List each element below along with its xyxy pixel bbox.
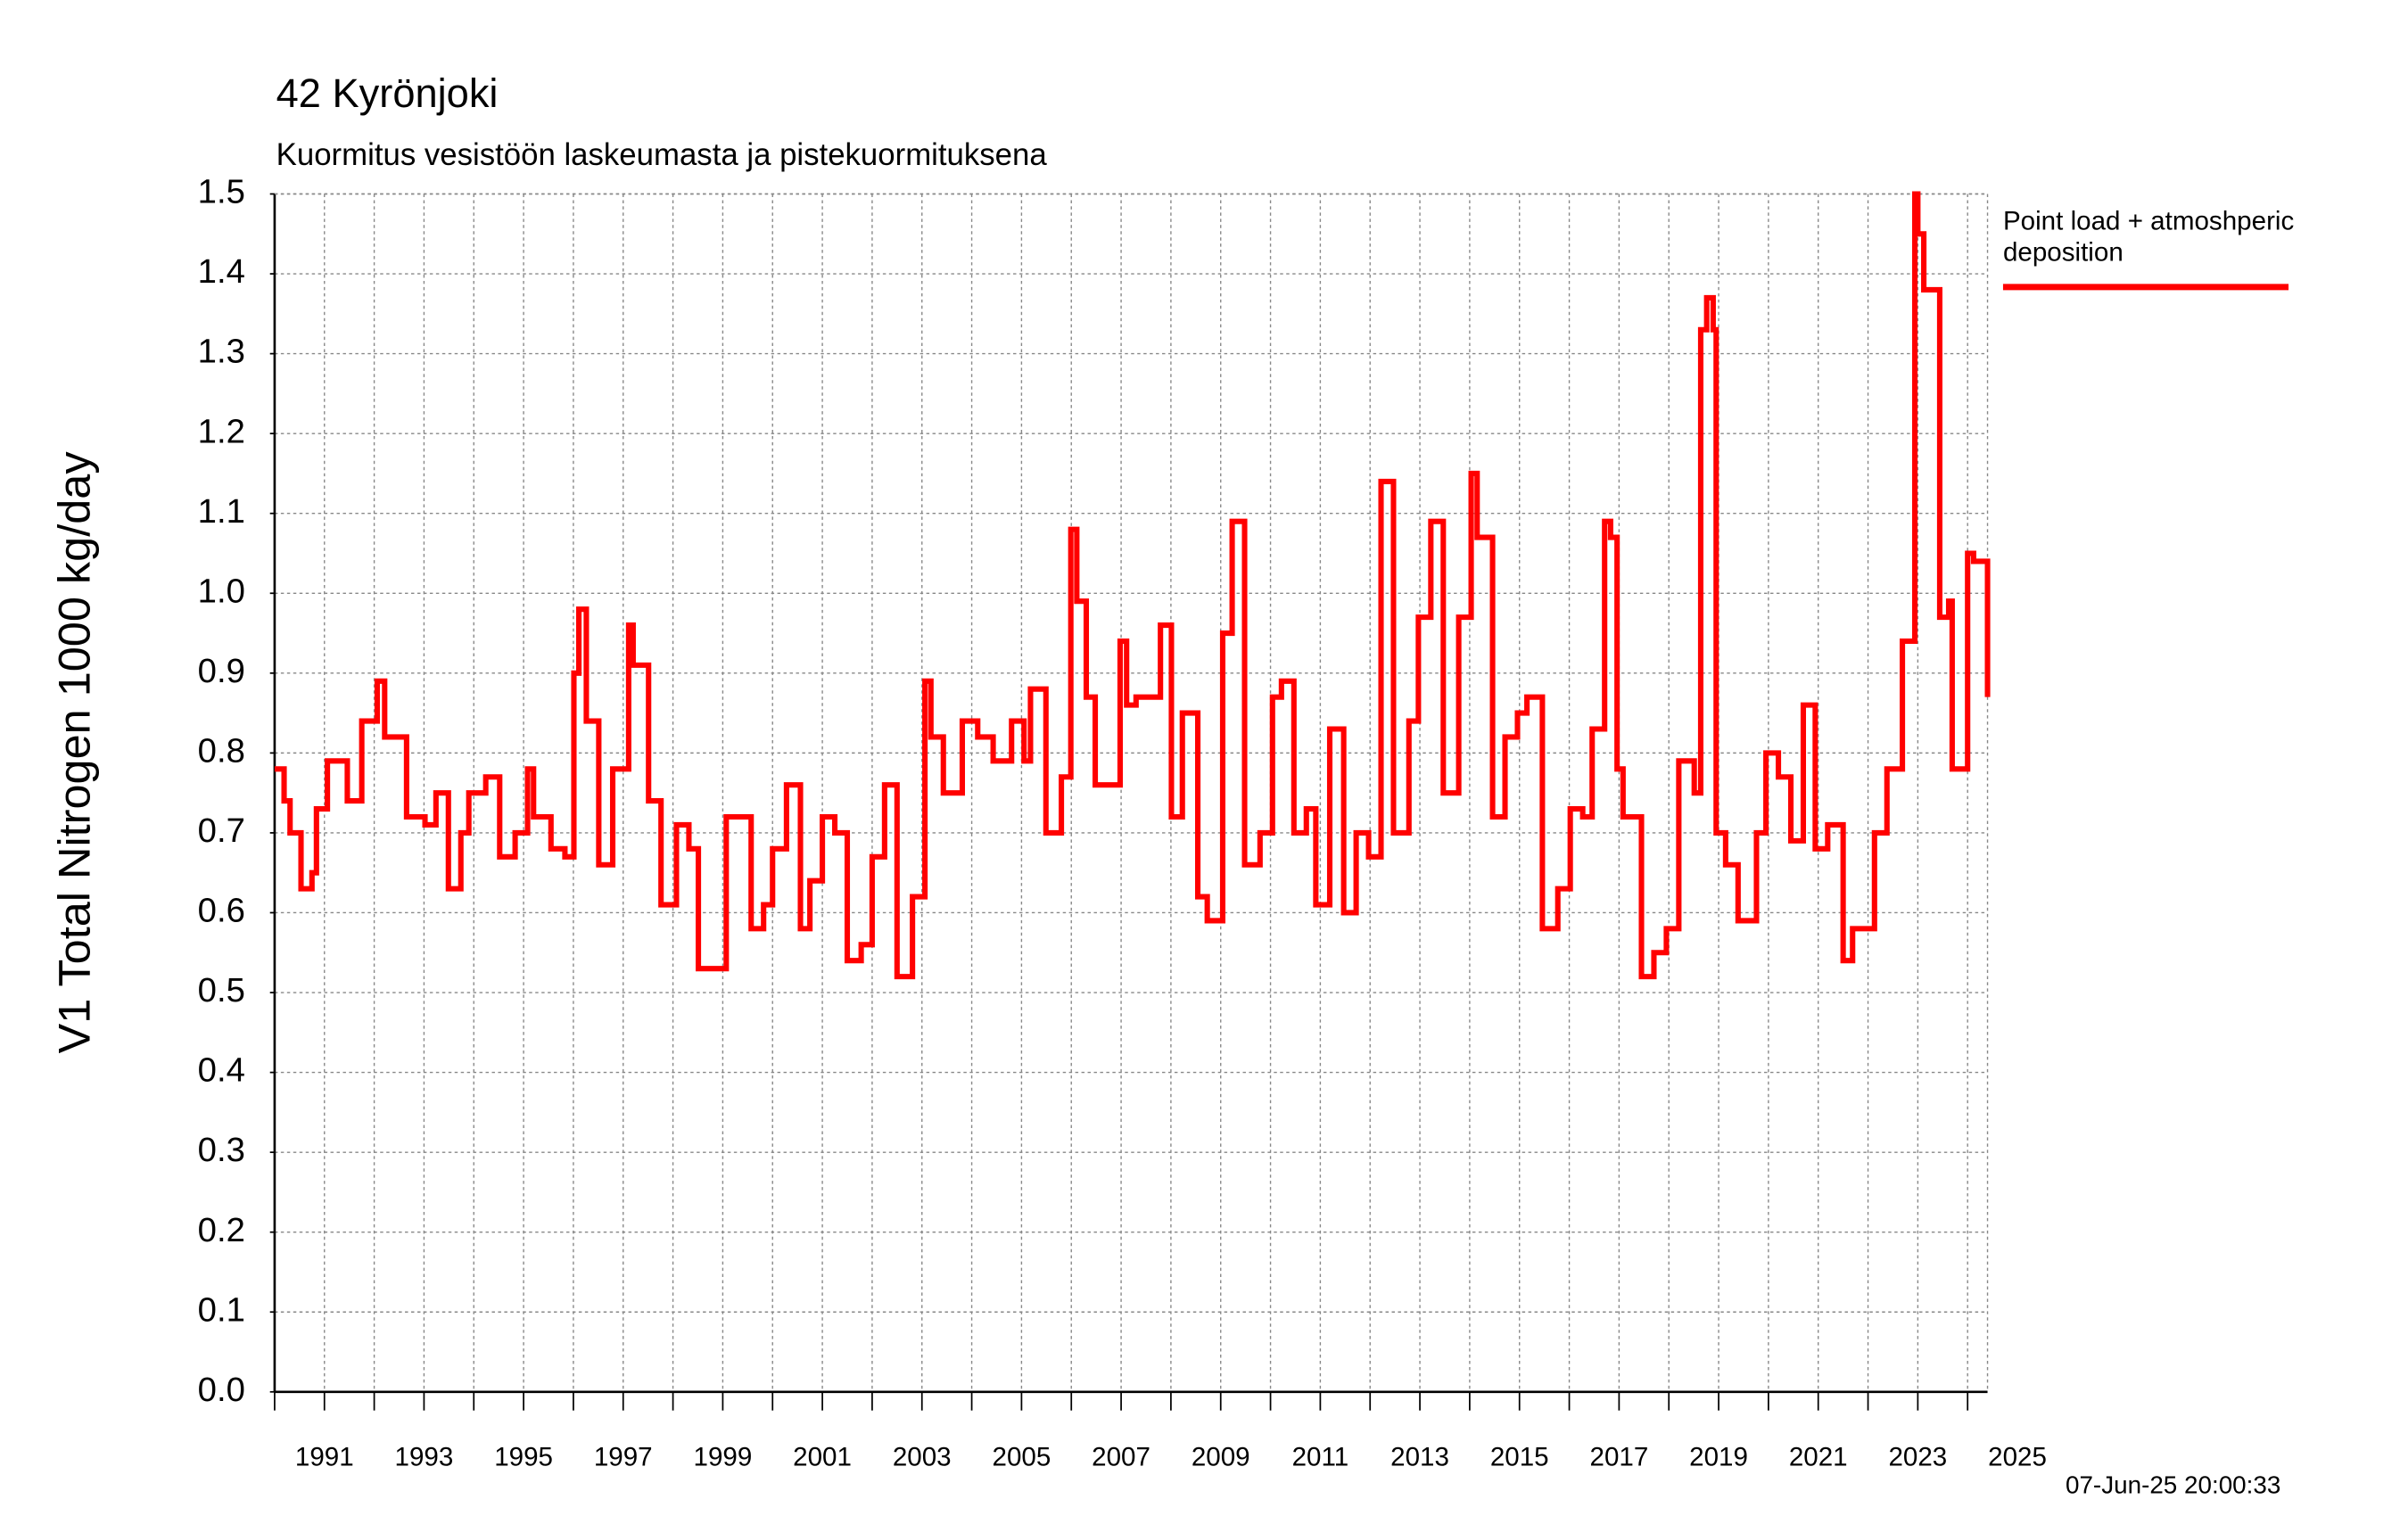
y-tick-label: 1.5 xyxy=(198,173,245,211)
x-tick-label: 2017 xyxy=(1590,1442,1649,1471)
x-tick-label: 2009 xyxy=(1192,1442,1250,1471)
x-tick-label: 2007 xyxy=(1092,1442,1150,1471)
data-line xyxy=(274,191,1991,980)
y-tick-label: 1.2 xyxy=(198,412,245,450)
x-tick-label: 1999 xyxy=(694,1442,753,1471)
x-tick-label: 2011 xyxy=(1292,1442,1349,1471)
y-tick-label: 0.2 xyxy=(198,1211,245,1249)
y-tick-label: 0.6 xyxy=(198,892,245,930)
y-axis-label: V1 Total Nitrogen 1000 kg/day xyxy=(48,451,99,1054)
y-tick-label: 0.8 xyxy=(198,731,245,770)
y-tick-label: 1.3 xyxy=(198,333,245,371)
x-tick-label: 2003 xyxy=(893,1442,952,1471)
y-tick-label: 0.7 xyxy=(198,812,245,850)
x-tick-label: 2021 xyxy=(1789,1442,1848,1471)
timestamp: 07-Jun-25 20:00:33 xyxy=(2066,1471,2280,1498)
x-tick-label: 2005 xyxy=(993,1442,1051,1471)
y-tick-label: 0.1 xyxy=(198,1290,245,1329)
x-tick-label: 2019 xyxy=(1689,1442,1748,1471)
legend: Point load + atmoshperic deposition xyxy=(2002,206,2295,268)
x-tick-label: 1995 xyxy=(494,1442,553,1471)
x-tick-label: 2025 xyxy=(1988,1442,2047,1471)
chart-title: 42 Kyrönjoki xyxy=(276,70,499,116)
chart-subtitle: Kuormitus vesistöön laskeumasta ja piste… xyxy=(276,138,1048,172)
y-tick-label: 1.1 xyxy=(198,492,245,531)
legend-label: Point load + atmoshperic deposition xyxy=(2002,206,2295,268)
y-tick-label: 0.0 xyxy=(198,1371,245,1409)
x-tick-label: 1991 xyxy=(295,1442,354,1471)
x-tick-label: 1993 xyxy=(395,1442,454,1471)
x-tick-label: 1997 xyxy=(594,1442,653,1471)
y-tick-label: 0.4 xyxy=(198,1051,245,1090)
y-tick-label: 0.5 xyxy=(198,971,245,1009)
y-tick-label: 0.3 xyxy=(198,1131,245,1169)
x-tick-label: 2001 xyxy=(793,1442,852,1471)
y-tick-label: 0.9 xyxy=(198,652,245,690)
y-tick-label: 1.0 xyxy=(198,572,245,610)
y-tick-label: 1.4 xyxy=(198,252,245,291)
x-tick-label: 2013 xyxy=(1390,1442,1449,1471)
x-tick-label: 2023 xyxy=(1888,1442,1947,1471)
x-tick-label: 2015 xyxy=(1490,1442,1549,1471)
